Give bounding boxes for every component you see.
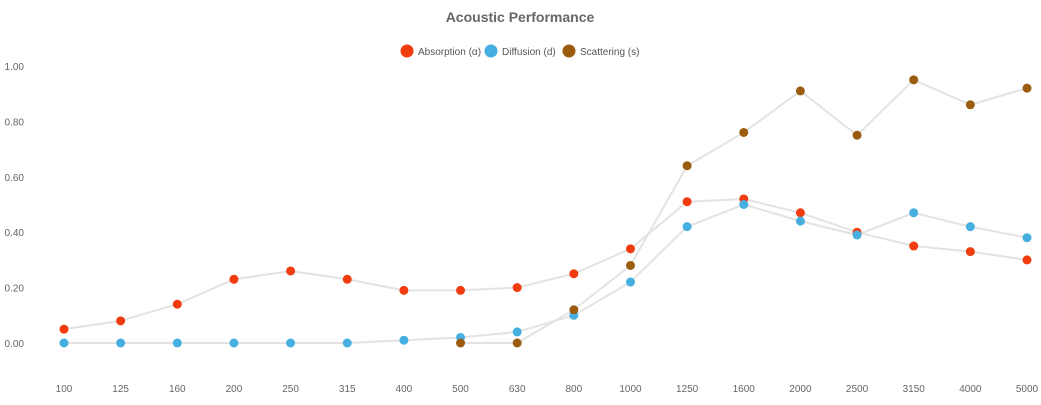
data-point-series-1	[286, 338, 296, 348]
x-tick-label: 4000	[959, 384, 982, 395]
y-tick-label: 0.00	[5, 339, 25, 350]
data-point-series-2	[456, 338, 466, 348]
chart-legend: Absorption (α) Diffusion (d) Scattering (s…	[400, 44, 639, 58]
data-point-series-0	[229, 274, 239, 284]
legend-label: Absorption (α)	[418, 47, 481, 58]
y-tick-label: 0.20	[5, 284, 25, 295]
x-tick-label: 200	[226, 384, 243, 395]
series-line-0	[63, 197, 1028, 331]
series-line-1	[64, 203, 1028, 344]
series-line-2	[460, 78, 1028, 344]
data-point-series-1	[739, 200, 749, 209]
data-point-series-0	[342, 274, 352, 284]
x-tick-label: 5000	[1016, 384, 1039, 395]
data-point-series-1	[1022, 233, 1032, 243]
legend-marker	[484, 44, 498, 58]
data-point-series-0	[286, 266, 296, 276]
data-point-series-2	[739, 127, 749, 137]
x-axis: 100 125 160 200 250 315 400 500 630 800 1000 1250 16…	[56, 384, 1039, 395]
data-point-series-2	[569, 305, 579, 315]
data-point-series-1	[172, 338, 182, 348]
data-point-series-0	[569, 269, 579, 279]
x-tick-label: 800	[565, 384, 582, 395]
data-point-series-1	[116, 338, 126, 348]
data-point-series-1	[229, 338, 239, 348]
data-point-series-1	[625, 277, 635, 287]
legend-label: Scattering (s)	[580, 47, 639, 58]
x-tick-label: 1000	[619, 384, 642, 395]
data-point-series-2	[852, 130, 862, 140]
y-axis: 0.00 0.20 0.40 0.60 0.80 1.00	[5, 62, 25, 350]
data-point-series-0	[456, 285, 466, 295]
y-tick-label: 1.00	[5, 62, 25, 73]
chart-title: Acoustic Performance	[446, 9, 595, 25]
legend-marker	[562, 44, 576, 58]
data-point-series-2	[965, 100, 975, 110]
x-tick-label: 160	[169, 384, 186, 395]
data-point-series-0	[965, 247, 975, 257]
data-point-series-0	[172, 299, 182, 309]
x-tick-label: 315	[339, 384, 356, 395]
data-point-series-0	[682, 197, 692, 207]
x-tick-label: 400	[396, 384, 413, 395]
data-point-series-2	[1022, 83, 1032, 93]
data-point-series-0	[59, 324, 69, 334]
legend-label: Diffusion (d)	[502, 47, 556, 58]
x-tick-label: 3150	[903, 384, 926, 395]
data-point-series-0	[909, 241, 919, 251]
data-point-series-1	[512, 327, 522, 337]
series-lines	[63, 78, 1028, 344]
data-point-series-1	[682, 222, 692, 232]
data-point-series-1	[399, 335, 409, 345]
data-point-series-0	[625, 244, 635, 254]
x-tick-label: 100	[56, 384, 73, 395]
data-point-series-2	[625, 260, 635, 270]
x-tick-label: 500	[452, 384, 469, 395]
data-point-series-0	[1022, 255, 1032, 265]
data-point-series-1	[965, 222, 975, 232]
data-point-series-1	[795, 216, 805, 226]
data-point-series-1	[852, 230, 862, 240]
x-tick-label: 2000	[789, 384, 812, 395]
data-point-series-1	[59, 338, 69, 348]
data-point-series-0	[512, 283, 522, 293]
legend-marker	[400, 44, 414, 58]
data-point-series-2	[682, 161, 692, 171]
data-point-series-0	[795, 208, 805, 218]
data-point-series-1	[342, 338, 352, 348]
y-tick-label: 0.80	[5, 117, 25, 128]
data-point-series-1	[909, 208, 919, 218]
x-tick-label: 1600	[733, 384, 756, 395]
data-point-series-0	[399, 285, 409, 295]
data-point-series-2	[909, 75, 919, 85]
x-tick-label: 2500	[846, 384, 869, 395]
x-tick-label: 1250	[676, 384, 699, 395]
data-point-series-0	[116, 316, 126, 326]
series-points	[59, 75, 1032, 348]
data-point-series-2	[795, 86, 805, 96]
data-point-series-2	[512, 338, 522, 348]
x-tick-label: 630	[509, 384, 526, 395]
x-tick-label: 125	[112, 384, 129, 395]
x-tick-label: 250	[282, 384, 299, 395]
y-tick-label: 0.40	[5, 228, 25, 239]
y-tick-label: 0.60	[5, 173, 25, 184]
